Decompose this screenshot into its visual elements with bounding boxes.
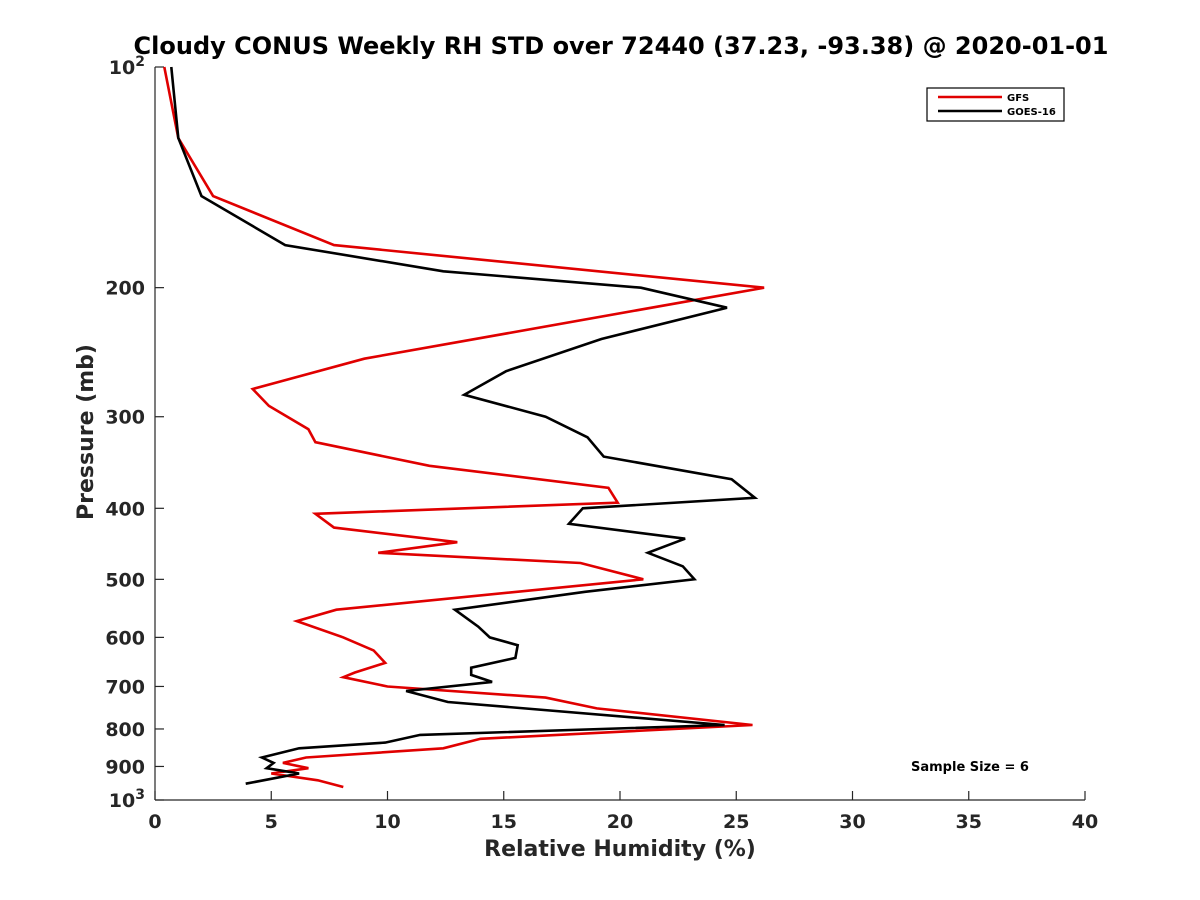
series-line-goes16 <box>170 66 759 785</box>
y-tick-label: 400 <box>105 498 145 520</box>
x-ticks: 0 5 10 15 20 25 30 35 40 <box>148 791 1098 833</box>
x-axis-label: Relative Humidity (%) <box>484 837 756 862</box>
y-tick-label: 200 <box>105 278 145 300</box>
y-tick-label: 700 <box>105 676 145 698</box>
y-tick-label: 600 <box>105 627 145 649</box>
y-tick-label: 103 <box>109 787 145 812</box>
x-tick-label: 15 <box>491 811 517 833</box>
x-tick-label: 40 <box>1072 811 1098 833</box>
x-tick-label: 30 <box>839 811 865 833</box>
series-group <box>163 66 765 789</box>
y-tick-label: 900 <box>105 756 145 778</box>
y-ticks: 102 200 300 400 500 600 700 800 900 103 <box>105 54 164 812</box>
x-tick-label: 0 <box>148 811 161 833</box>
x-tick-label: 25 <box>723 811 749 833</box>
y-tick-label: 102 <box>109 54 145 79</box>
y-tick-label: 800 <box>105 719 145 741</box>
series-line-gfs <box>163 66 765 789</box>
sample-size-annotation: Sample Size = 6 <box>911 760 1029 775</box>
legend: GFS GOES-16 <box>926 87 1065 122</box>
x-tick-label: 35 <box>956 811 982 833</box>
y-axis-label: Pressure (mb) <box>74 344 99 520</box>
legend-label-goes16: GOES-16 <box>1007 107 1056 118</box>
axes: 0 5 10 15 20 25 30 35 40 102 200 300 400 500 600 700 80… <box>105 54 1098 833</box>
y-tick-label: 500 <box>105 569 145 591</box>
x-tick-label: 5 <box>265 811 278 833</box>
chart-title: Cloudy CONUS Weekly RH STD over 72440 (3… <box>134 32 1109 60</box>
legend-label-gfs: GFS <box>1007 93 1029 104</box>
x-tick-label: 20 <box>607 811 633 833</box>
y-tick-label: 300 <box>105 407 145 429</box>
x-tick-label: 10 <box>374 811 400 833</box>
legend-box <box>926 87 1065 122</box>
